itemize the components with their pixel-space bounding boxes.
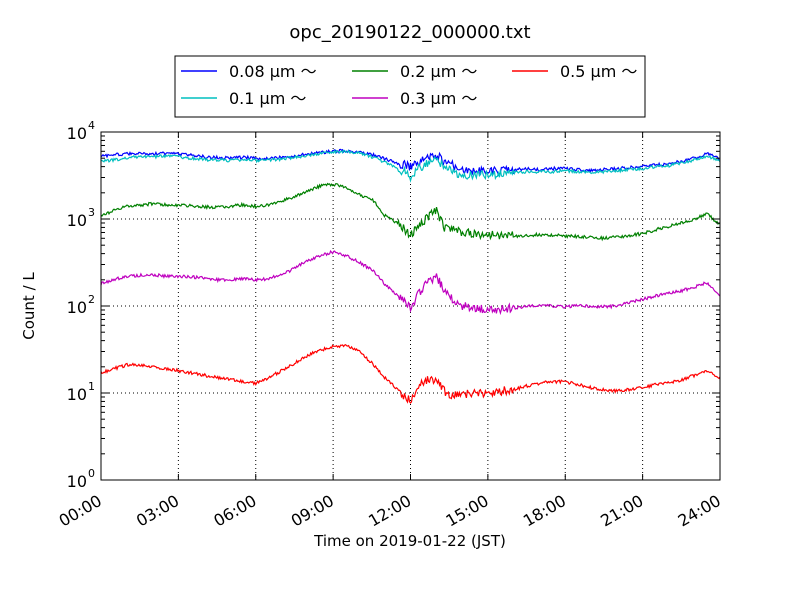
x-tick-label: 00:00 bbox=[56, 491, 105, 531]
y-tick-label: 10 1 bbox=[67, 380, 95, 404]
y-tick-label-base: 10 bbox=[67, 472, 87, 491]
y-tick-label-base: 10 bbox=[67, 298, 87, 317]
axis-ticks bbox=[100, 131, 721, 481]
x-tick-label: 24:00 bbox=[675, 491, 724, 531]
x-tick-label: 12:00 bbox=[365, 491, 414, 531]
series-line bbox=[100, 182, 721, 242]
legend-label: 0.1 μm ～ bbox=[229, 89, 306, 108]
chart-title: opc_20190122_000000.txt bbox=[289, 22, 530, 43]
legend-label: 0.2 μm ～ bbox=[400, 62, 477, 81]
x-tick-label: 03:00 bbox=[133, 491, 182, 531]
y-tick-label-exponent: 0 bbox=[88, 467, 95, 480]
y-tick-label-base: 10 bbox=[67, 124, 87, 143]
legend-label: 0.08 μm ～ bbox=[229, 62, 317, 81]
legend-items: 0.08 μm ～ 0.1 μm ～ 0.2 μm ～ 0.3 μm ～ 0.5 μm … bbox=[181, 62, 637, 108]
legend-item: 0.3 μm ～ bbox=[352, 89, 477, 108]
legend-frame bbox=[174, 55, 646, 118]
legend-label: 0.3 μm ～ bbox=[400, 89, 477, 108]
y-tick-label-exponent: 2 bbox=[88, 293, 95, 306]
y-tick-label-exponent: 3 bbox=[88, 206, 95, 219]
y-tick-label: 10 4 bbox=[67, 119, 95, 143]
y-axis-label: Count / L bbox=[20, 272, 38, 340]
legend-label: 0.5 μm ～ bbox=[560, 62, 637, 81]
legend: 0.08 μm ～ 0.1 μm ～ 0.2 μm ～ 0.3 μm ～ 0.5 μm … bbox=[174, 55, 646, 118]
x-tick-label: 15:00 bbox=[442, 491, 491, 531]
y-tick-label: 10 0 bbox=[67, 467, 95, 491]
y-tick-label: 10 2 bbox=[67, 293, 95, 317]
legend-item: 0.08 μm ～ bbox=[181, 62, 317, 81]
series-line bbox=[100, 148, 721, 177]
x-tick-label: 18:00 bbox=[520, 491, 569, 531]
series-line bbox=[100, 149, 721, 183]
x-tick-label: 06:00 bbox=[210, 491, 259, 531]
plot-series bbox=[100, 148, 721, 404]
grid bbox=[101, 132, 720, 480]
y-tick-label-exponent: 1 bbox=[88, 380, 95, 393]
y-tick-label-exponent: 4 bbox=[88, 119, 95, 132]
y-tick-label-base: 10 bbox=[67, 211, 87, 230]
series-line bbox=[100, 249, 721, 316]
y-tick-label-base: 10 bbox=[67, 385, 87, 404]
legend-item: 0.5 μm ～ bbox=[512, 62, 637, 81]
series-line bbox=[100, 343, 721, 404]
x-axis-tick-labels: 00:00 03:00 06:00 09:00 12:00 15:00 18:00 21:00… bbox=[56, 491, 724, 531]
legend-item: 0.1 μm ～ bbox=[181, 89, 306, 108]
x-tick-label: 09:00 bbox=[288, 491, 337, 531]
x-tick-label: 21:00 bbox=[597, 491, 646, 531]
y-tick-label: 10 3 bbox=[67, 206, 95, 230]
x-axis-label: Time on 2019-01-22 (JST) bbox=[313, 532, 506, 550]
legend-item: 0.2 μm ～ bbox=[352, 62, 477, 81]
